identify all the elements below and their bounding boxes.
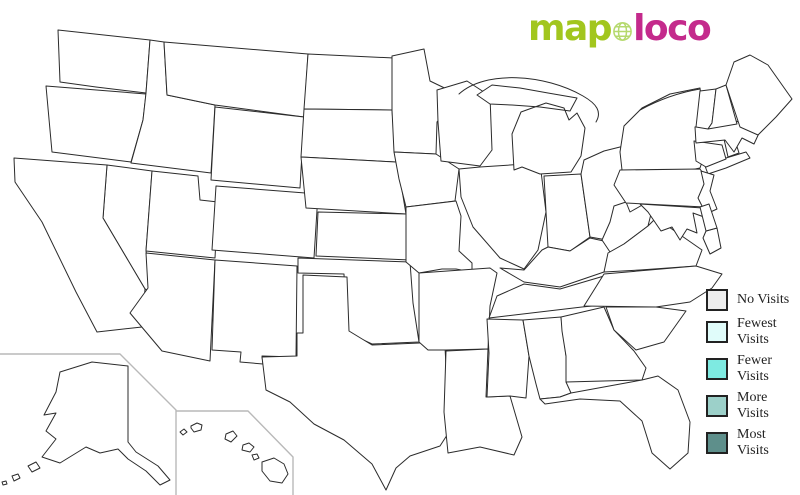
state-florida[interactable] [539,375,691,470]
legend-label-fewer-visits: Fewer Visits [737,353,772,384]
state-wisconsin[interactable] [436,80,493,167]
legend-label-no-visits: No Visits [737,292,790,307]
hawaii-inset-border [176,410,294,495]
state-maine[interactable] [725,54,793,136]
state-oregon[interactable] [45,85,147,163]
canada-border-lake-ontario [639,88,701,111]
state-hawaii[interactable] [179,422,289,484]
state-south-carolina[interactable] [605,306,687,351]
state-nebraska[interactable] [300,156,407,215]
state-utah[interactable] [145,170,219,259]
state-colorado[interactable] [211,185,319,259]
state-montana[interactable] [163,41,309,118]
state-new-mexico[interactable] [211,259,298,365]
alaska-aleutian-islands [1,461,41,486]
globe-icon [612,21,633,42]
state-minnesota[interactable] [391,48,460,155]
legend-label-more-visits: More Visits [737,390,769,421]
state-north-carolina[interactable] [583,265,723,308]
legend-label-fewest-visits: Fewest Visits [737,316,777,347]
state-wyoming[interactable] [210,106,305,189]
state-pennsylvania[interactable] [613,168,711,208]
state-south-dakota[interactable] [300,108,397,163]
legend-row-most-visits: Most Visits [706,427,800,459]
state-georgia[interactable] [560,306,647,383]
state-texas[interactable] [261,274,463,491]
state-louisiana[interactable] [443,348,523,456]
canada-border-lake-superior [458,77,599,123]
legend-row-fewer-visits: Fewer Visits [706,353,800,385]
state-delaware[interactable] [699,203,718,232]
state-mississippi[interactable] [486,318,530,399]
legend-row-no-visits: No Visits [706,289,800,311]
state-kansas[interactable] [315,211,411,261]
legend-label-most-visits: Most Visits [737,427,769,458]
logo-map-text: map [528,8,613,49]
visit-legend: No Visits Fewest Visits Fewer Visits Mor… [706,289,800,464]
state-north-dakota[interactable] [303,53,395,111]
state-alaska[interactable] [41,361,171,486]
state-arkansas[interactable] [418,267,498,351]
legend-swatch-no-visits [706,289,728,311]
state-washington[interactable] [57,29,151,94]
maploco-logo[interactable]: map loco [528,8,712,49]
state-missouri[interactable] [405,200,473,274]
legend-row-fewest-visits: Fewest Visits [706,316,800,348]
state-illinois[interactable] [458,162,547,270]
legend-row-more-visits: More Visits [706,390,800,422]
state-new-hampshire[interactable] [707,84,738,130]
state-california[interactable] [13,157,146,333]
state-michigan[interactable] [476,84,586,175]
legend-swatch-fewest-visits [706,321,728,343]
logo-loco-text: loco [633,8,712,49]
legend-swatch-more-visits [706,395,728,417]
legend-swatch-most-visits [706,432,728,454]
state-oklahoma[interactable] [297,257,420,345]
legend-swatch-fewer-visits [706,358,728,380]
state-connecticut[interactable] [693,140,727,168]
state-kentucky[interactable] [499,237,623,288]
alaska-inset-border [0,353,177,495]
